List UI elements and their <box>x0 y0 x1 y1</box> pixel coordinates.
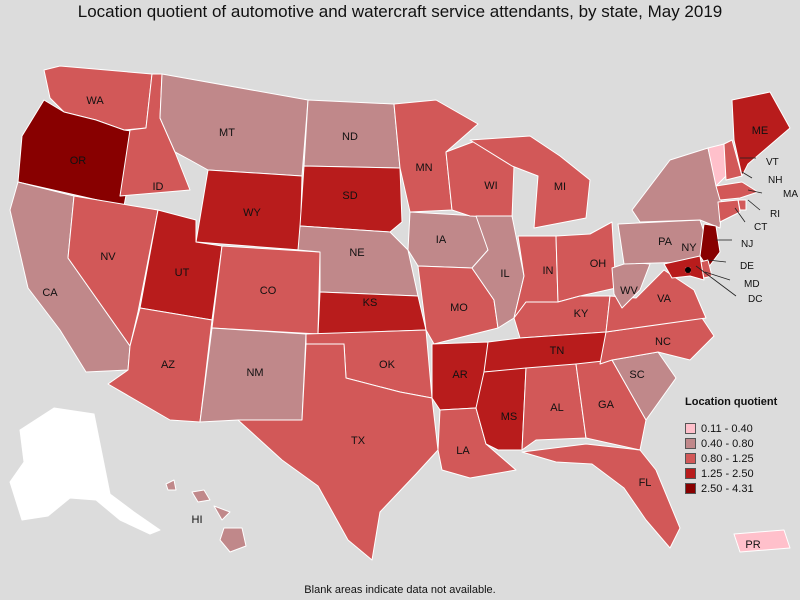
legend-title: Location quotient <box>685 396 778 408</box>
state-label-pa: PA <box>658 236 673 248</box>
legend-label: 1.25 - 2.50 <box>701 467 754 480</box>
state-label-tn: TN <box>550 345 565 357</box>
state-nc <box>599 317 715 365</box>
state-label-nm: NM <box>246 367 263 379</box>
state-label-wy: WY <box>243 207 261 219</box>
state-label-mn: MN <box>415 162 432 174</box>
leader-lines <box>695 157 763 297</box>
state-label-ok: OK <box>379 359 396 371</box>
legend-label: 0.11 - 0.40 <box>701 422 753 435</box>
state-pr <box>733 529 791 553</box>
state-label-az: AZ <box>161 359 175 371</box>
state-label-ar: AR <box>452 369 467 381</box>
map-title: Location quotient of automotive and wate… <box>77 2 723 21</box>
state-ky <box>513 295 611 339</box>
state-label-or: OR <box>70 155 87 167</box>
state-label-ut: UT <box>175 267 190 279</box>
state-label-ca: CA <box>42 287 58 299</box>
state-label-nd: ND <box>342 131 358 143</box>
state-label-co: CO <box>260 285 277 297</box>
state-label-de: DE <box>740 261 754 272</box>
state-label-ma: MA <box>783 189 798 200</box>
state-label-ia: IA <box>436 234 447 246</box>
state-mi <box>469 135 591 229</box>
legend-label: 0.40 - 0.80 <box>701 437 754 450</box>
state-va <box>605 269 707 333</box>
state-label-fl: FL <box>639 477 652 489</box>
legend-swatch <box>685 468 696 479</box>
legend-item: 2.50 - 4.31 <box>685 481 777 496</box>
state-label-sd: SD <box>342 190 357 202</box>
state-label-mo: MO <box>450 302 468 314</box>
state-label-ne: NE <box>349 247 364 259</box>
state-label-al: AL <box>550 402 563 414</box>
legend-label: 0.80 - 1.25 <box>701 452 754 465</box>
state-label-ky: KY <box>574 308 589 320</box>
legend-swatch <box>685 453 696 464</box>
legend-item: 0.11 - 0.40 <box>685 421 777 436</box>
state-label-dc: DC <box>748 294 762 305</box>
state-ma <box>715 181 759 201</box>
state-label-mi: MI <box>554 181 566 193</box>
state-nj <box>699 223 721 269</box>
state-mt <box>159 73 309 177</box>
state-ia <box>407 211 489 269</box>
legend-label: 2.50 - 4.31 <box>701 482 754 495</box>
state-label-nj: NJ <box>741 239 753 250</box>
state-label-in: IN <box>543 265 554 277</box>
state-label-pr: PR <box>745 539 760 551</box>
legend-item: 1.25 - 2.50 <box>685 466 777 481</box>
state-label-oh: OH <box>590 258 607 270</box>
state-md <box>663 255 705 281</box>
state-label-wi: WI <box>484 180 497 192</box>
state-il <box>471 215 525 329</box>
state-label-me: ME <box>752 125 769 137</box>
state-label-ms: MS <box>501 411 518 423</box>
legend: Location quotient 0.11 - 0.40 0.40 - 0.80… <box>685 396 777 496</box>
state-label-id: ID <box>153 181 164 193</box>
state-label-hi: HI <box>192 514 203 526</box>
state-ak <box>9 407 161 535</box>
state-label-md: MD <box>744 279 760 290</box>
state-oh <box>555 221 617 303</box>
state-label-nc: NC <box>655 336 671 348</box>
legend-swatch <box>685 423 696 434</box>
legend-item: 0.80 - 1.25 <box>685 451 777 466</box>
state-az <box>107 307 213 423</box>
state-label-la: LA <box>456 445 470 457</box>
legend-swatch <box>685 438 696 449</box>
state-label-tx: TX <box>351 435 366 447</box>
state-tx <box>237 343 439 561</box>
state-labels: WA OR CA ID NV MT WY UT AZ CO NM ND SD NE KS OK TX MN IA MO… <box>42 95 798 551</box>
dc-marker <box>685 267 691 273</box>
state-ny <box>631 147 723 229</box>
state-label-wa: WA <box>86 95 104 107</box>
state-al <box>521 363 587 451</box>
state-label-il: IL <box>500 268 509 280</box>
state-me <box>731 91 791 177</box>
legend-swatch <box>685 483 696 494</box>
state-fl <box>521 443 681 549</box>
state-label-ct: CT <box>754 222 767 233</box>
state-label-ga: GA <box>598 399 615 411</box>
legend-item: 0.40 - 0.80 <box>685 436 777 451</box>
state-label-nh: NH <box>768 175 782 186</box>
state-label-ny: NY <box>681 242 697 254</box>
state-shapes <box>9 65 791 561</box>
state-hi <box>165 479 247 553</box>
state-label-sc: SC <box>629 369 644 381</box>
state-label-mt: MT <box>219 127 235 139</box>
state-label-ks: KS <box>363 297 378 309</box>
state-label-nv: NV <box>100 251 116 263</box>
state-label-wv: WV <box>620 285 638 297</box>
state-label-vt: VT <box>766 157 779 168</box>
footnote: Blank areas indicate data not available. <box>304 584 496 596</box>
state-ct <box>717 199 741 223</box>
state-sd <box>299 165 403 233</box>
state-label-ri: RI <box>770 209 780 220</box>
state-label-va: VA <box>657 293 672 305</box>
